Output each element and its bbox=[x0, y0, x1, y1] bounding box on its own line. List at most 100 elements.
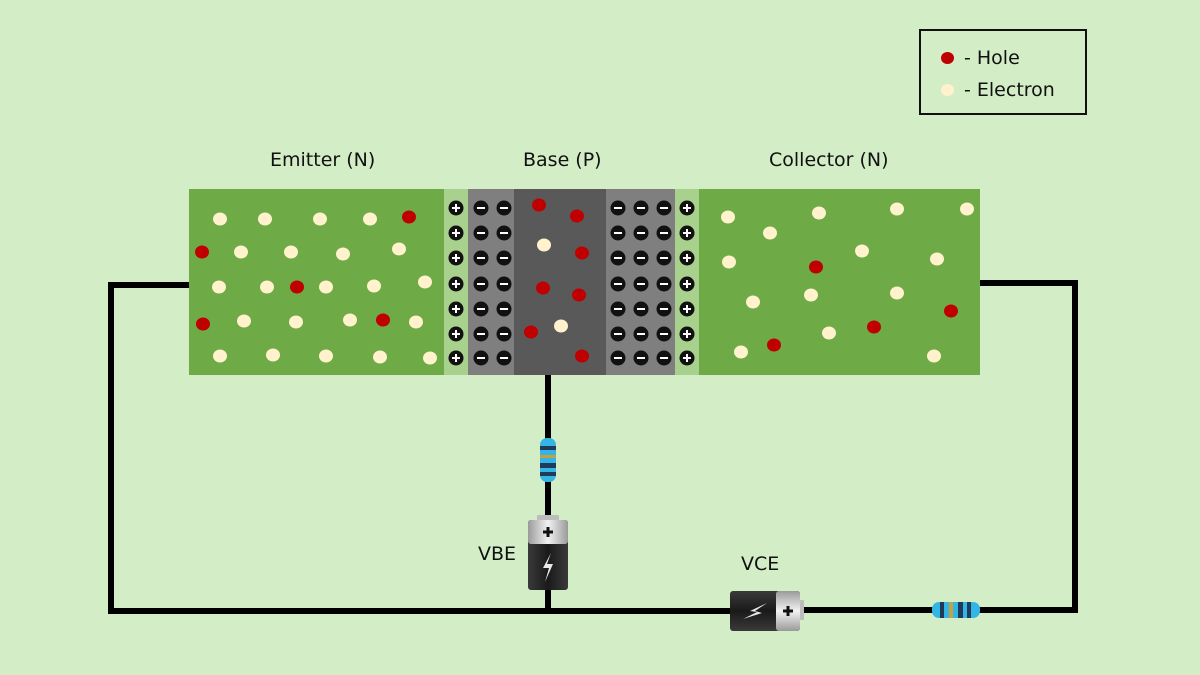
electron-dot bbox=[721, 210, 735, 224]
base-label: Base (P) bbox=[523, 149, 602, 171]
minus-ion-icon bbox=[633, 225, 649, 241]
plus-ion-icon bbox=[448, 250, 464, 266]
minus-ion-icon bbox=[656, 225, 672, 241]
minus-ion-icon bbox=[656, 200, 672, 216]
minus-ion-icon bbox=[633, 250, 649, 266]
plus-ion-icon bbox=[679, 276, 695, 292]
electron-dot bbox=[890, 286, 904, 300]
plus-ion-icon bbox=[679, 200, 695, 216]
electron-dot bbox=[960, 202, 974, 216]
minus-ion-icon bbox=[610, 326, 626, 342]
electron-dot bbox=[409, 315, 423, 329]
electron-dot bbox=[763, 226, 777, 240]
electron-icon bbox=[941, 84, 954, 96]
hole-dot bbox=[402, 210, 416, 224]
hole-dot bbox=[570, 209, 584, 223]
vce-battery bbox=[730, 591, 804, 631]
plus-ion-icon bbox=[679, 350, 695, 366]
minus-ion-icon bbox=[496, 326, 512, 342]
minus-ion-icon bbox=[496, 200, 512, 216]
electron-dot bbox=[890, 202, 904, 216]
legend-electron-label: - Electron bbox=[964, 79, 1055, 101]
plus-ion-icon bbox=[448, 326, 464, 342]
minus-ion-icon bbox=[473, 301, 489, 317]
minus-ion-icon bbox=[656, 250, 672, 266]
plus-ion-icon bbox=[448, 301, 464, 317]
plus-ion-icon bbox=[679, 225, 695, 241]
vbe-battery bbox=[528, 515, 568, 590]
electron-dot bbox=[722, 255, 736, 269]
minus-ion-icon bbox=[473, 326, 489, 342]
carrier-layer bbox=[195, 198, 974, 365]
hole-dot bbox=[767, 338, 781, 352]
plus-icon bbox=[543, 527, 553, 537]
legend-hole-label: - Hole bbox=[964, 47, 1020, 69]
electron-dot bbox=[289, 315, 303, 329]
hole-dot bbox=[195, 245, 209, 259]
legend-hole: - Hole bbox=[941, 46, 1020, 70]
plus-ion-icon bbox=[448, 276, 464, 292]
minus-ion-icon bbox=[633, 326, 649, 342]
minus-ion-icon bbox=[496, 301, 512, 317]
base-region bbox=[514, 189, 606, 375]
legend-electron: - Electron bbox=[941, 78, 1055, 102]
minus-ion-icon bbox=[633, 200, 649, 216]
plus-ion-icon bbox=[448, 200, 464, 216]
resistor-icon bbox=[932, 602, 980, 618]
electron-dot bbox=[367, 279, 381, 293]
hole-icon bbox=[941, 52, 954, 64]
hole-dot bbox=[575, 349, 589, 363]
collector-resistor bbox=[932, 602, 980, 618]
electron-dot bbox=[554, 319, 568, 333]
plus-ion-icon bbox=[448, 225, 464, 241]
electron-dot bbox=[423, 351, 437, 365]
electron-dot bbox=[284, 245, 298, 259]
minus-ion-icon bbox=[496, 276, 512, 292]
minus-ion-icon bbox=[610, 200, 626, 216]
electron-dot bbox=[258, 212, 272, 226]
electron-dot bbox=[260, 280, 274, 294]
electron-dot bbox=[418, 275, 432, 289]
minus-ion-icon bbox=[610, 250, 626, 266]
electron-dot bbox=[237, 314, 251, 328]
emitter-wire bbox=[108, 282, 736, 614]
legend: - Hole - Electron bbox=[919, 29, 1087, 115]
collector-label: Collector (N) bbox=[769, 149, 889, 171]
hole-dot bbox=[376, 313, 390, 327]
emitter-label: Emitter (N) bbox=[270, 149, 376, 171]
minus-ion-icon bbox=[633, 276, 649, 292]
minus-ion-icon bbox=[473, 276, 489, 292]
lightning-icon bbox=[743, 603, 767, 619]
hole-dot bbox=[867, 320, 881, 334]
electron-dot bbox=[234, 245, 248, 259]
electron-dot bbox=[804, 288, 818, 302]
electron-dot bbox=[319, 349, 333, 363]
minus-ion-icon bbox=[656, 276, 672, 292]
hole-dot bbox=[524, 325, 538, 339]
plus-ion-icon bbox=[679, 326, 695, 342]
minus-ion-icon bbox=[610, 301, 626, 317]
plus-icon bbox=[783, 606, 793, 616]
plus-ion-icon bbox=[448, 350, 464, 366]
minus-ion-icon bbox=[656, 350, 672, 366]
hole-dot bbox=[575, 246, 589, 260]
hole-dot bbox=[572, 288, 586, 302]
electron-dot bbox=[812, 206, 826, 220]
electron-dot bbox=[363, 212, 377, 226]
minus-ion-icon bbox=[473, 250, 489, 266]
lightning-icon bbox=[543, 553, 553, 582]
minus-ion-icon bbox=[656, 301, 672, 317]
electron-dot bbox=[373, 350, 387, 364]
electron-dot bbox=[734, 345, 748, 359]
minus-ion-icon bbox=[473, 350, 489, 366]
base-resistor bbox=[540, 438, 556, 482]
electron-dot bbox=[213, 212, 227, 226]
minus-ion-icon bbox=[496, 225, 512, 241]
electron-dot bbox=[343, 313, 357, 327]
electron-dot bbox=[336, 247, 350, 261]
hole-dot bbox=[809, 260, 823, 274]
minus-ion-icon bbox=[496, 350, 512, 366]
minus-ion-icon bbox=[473, 200, 489, 216]
plus-ion-icon bbox=[679, 250, 695, 266]
